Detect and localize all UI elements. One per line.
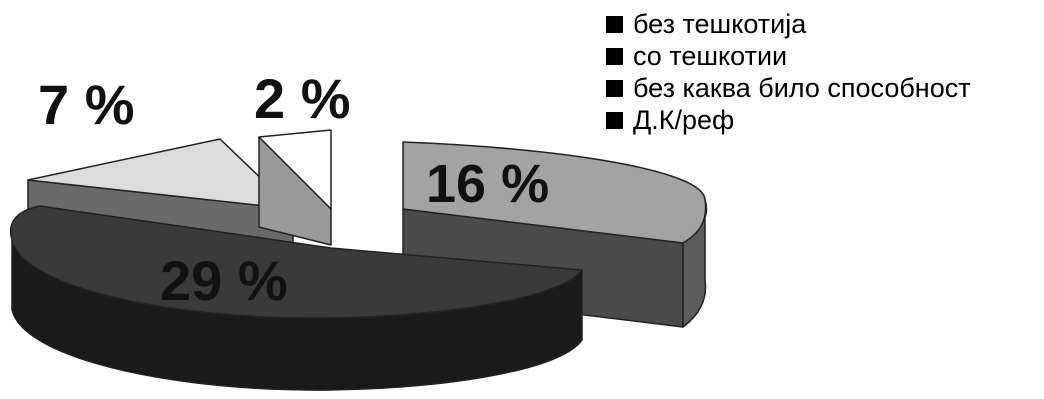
- legend-item-0: без тешкотија: [606, 8, 971, 40]
- legend-marker: [606, 15, 623, 33]
- slice-value-label-1: 29 %: [160, 249, 288, 312]
- legend-marker: [606, 111, 623, 129]
- slice-2-top: [27, 138, 294, 210]
- legend-marker: [606, 47, 623, 65]
- slice-value-label-3: 2 %: [254, 67, 351, 130]
- legend-marker: [606, 79, 623, 97]
- legend-label: без каква било способност: [633, 72, 971, 103]
- legend-item-3: Д.К/реф: [606, 104, 971, 136]
- chart-legend: без тешкотија со тешкотии без каква било…: [606, 8, 971, 136]
- slice-1-top: [9, 205, 583, 319]
- pie-slices: [9, 129, 708, 391]
- pie-value-labels: 16 % 29 % 7 % 2 %: [38, 67, 549, 312]
- slice-3-top: [258, 129, 332, 210]
- slice-value-label-0: 16 %: [426, 154, 549, 214]
- legend-item-2: без каква било способност: [606, 72, 971, 104]
- legend-item-1: со тешкотии: [606, 40, 971, 72]
- slice-0-top: [402, 141, 707, 244]
- legend-label: Д.К/реф: [633, 104, 735, 135]
- legend-label: со тешкотии: [633, 40, 788, 71]
- slice-value-label-2: 7 %: [38, 73, 135, 136]
- legend-label: без тешкотија: [633, 8, 807, 39]
